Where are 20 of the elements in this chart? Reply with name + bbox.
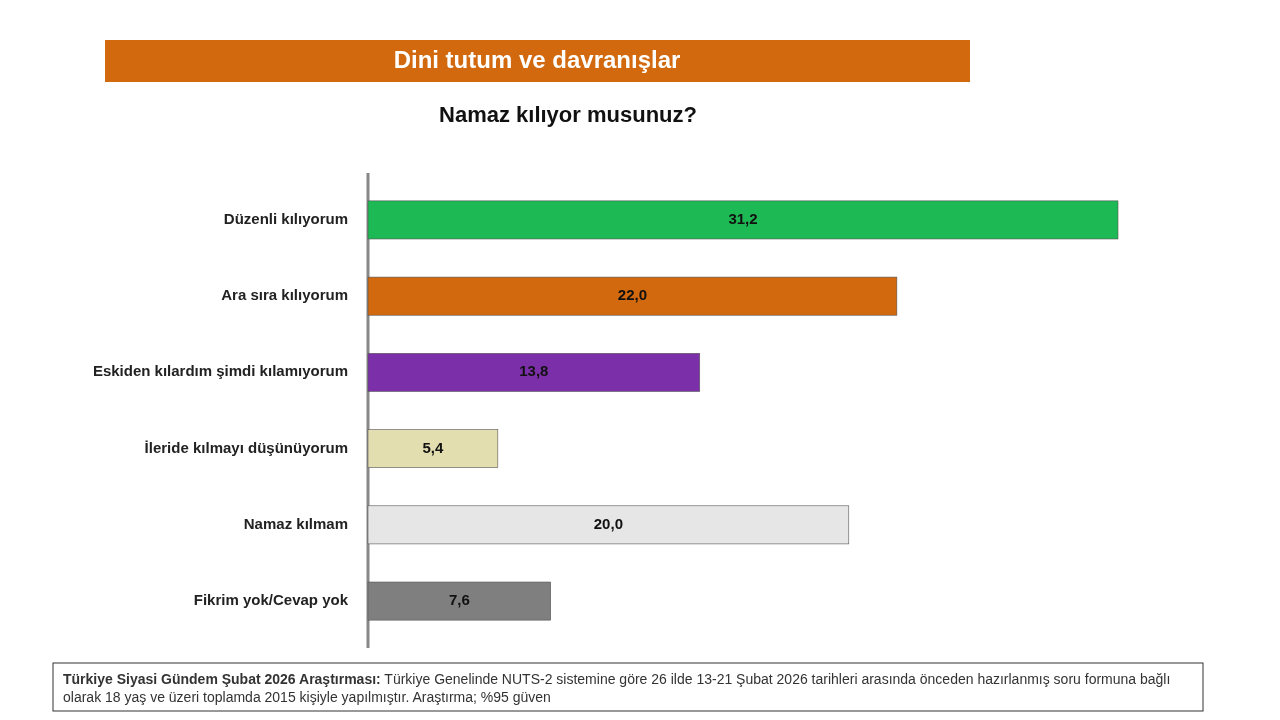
y-tick-label: Düzenli kılıyorum	[223, 209, 348, 227]
data-label: 20,0	[593, 514, 623, 532]
data-label: 7,6	[448, 591, 470, 609]
y-tick-label: Eskiden kılardım şimdi kılamıyorum	[92, 362, 348, 380]
bar	[367, 353, 701, 392]
text: Türkiye Siyasi Gündem Şubat 2026 Araştırması: Türkiye Genelinde NUTS-2 sistemine göre 26 ilde 13-21 Şubat 2026 tarihleri arasında önceden hazırlanmış soru formuna bağlı olarak 18 yaş ve üzeri toplamda 2015 kişiyle yapılmıştır. Araştırma; %95 güven	[63, 670, 1171, 705]
y-tick-label: Ara sıra kılıyorum	[221, 286, 348, 304]
y-tick-label: İleride kılmayı düşünüyorum	[144, 438, 348, 456]
chart-subtitle: Namaz kılıyor musunuz?	[439, 101, 697, 127]
bar	[367, 505, 850, 545]
data-label: 22,0	[617, 286, 648, 304]
y-tick-label: Namaz kılmam	[243, 514, 348, 532]
data-label: 13,8	[519, 362, 549, 380]
y-tick-label: Fikrim yok/Cevap yok	[193, 591, 349, 609]
bar	[367, 429, 499, 468]
data-label: 31,2	[728, 209, 758, 227]
chart-title: Dini tutum ve davranışlar	[393, 46, 681, 74]
bar	[367, 276, 898, 316]
data-label: 5,4	[422, 438, 444, 456]
bar	[367, 200, 1119, 240]
